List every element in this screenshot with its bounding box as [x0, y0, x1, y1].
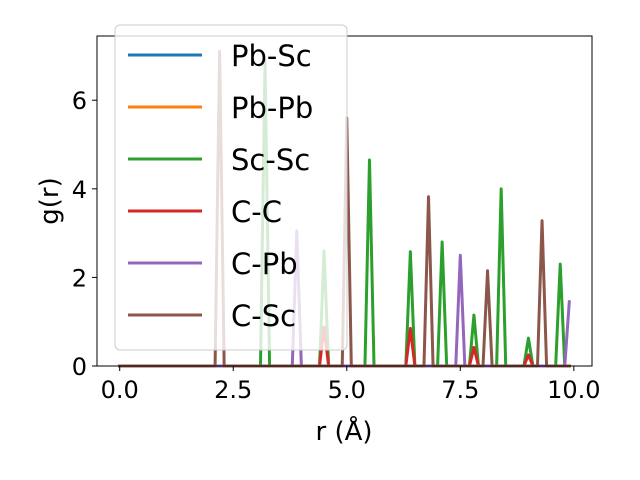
- legend-label-sc-sc: Sc-Sc: [231, 143, 310, 177]
- legend-label-c-sc: C-Sc: [231, 299, 296, 333]
- y-tick-label: 4: [72, 176, 87, 204]
- legend-label-c-pb: C-Pb: [231, 247, 298, 281]
- y-axis-label: g(r): [35, 177, 65, 224]
- x-axis-label: r (Å): [315, 415, 372, 447]
- x-axis: 0.0 2.5 5.0 7.5 10.0: [101, 366, 601, 404]
- legend-label-pb-sc: Pb-Sc: [231, 39, 312, 73]
- x-tick-label: 5.0: [328, 376, 366, 404]
- y-axis: 0 2 4 6: [72, 87, 97, 381]
- legend-label-pb-pb: Pb-Pb: [231, 91, 313, 125]
- y-tick-label: 0: [72, 353, 87, 381]
- legend: Pb-Sc Pb-Pb Sc-Sc C-C C-Pb C-Sc: [114, 24, 348, 351]
- x-tick-label: 7.5: [441, 376, 479, 404]
- y-tick-label: 2: [72, 264, 87, 292]
- x-tick-label: 2.5: [214, 376, 252, 404]
- x-tick-label: 0.0: [101, 376, 139, 404]
- y-tick-label: 6: [72, 87, 87, 115]
- x-tick-label: 10.0: [547, 376, 600, 404]
- legend-label-c-c: C-C: [231, 195, 282, 229]
